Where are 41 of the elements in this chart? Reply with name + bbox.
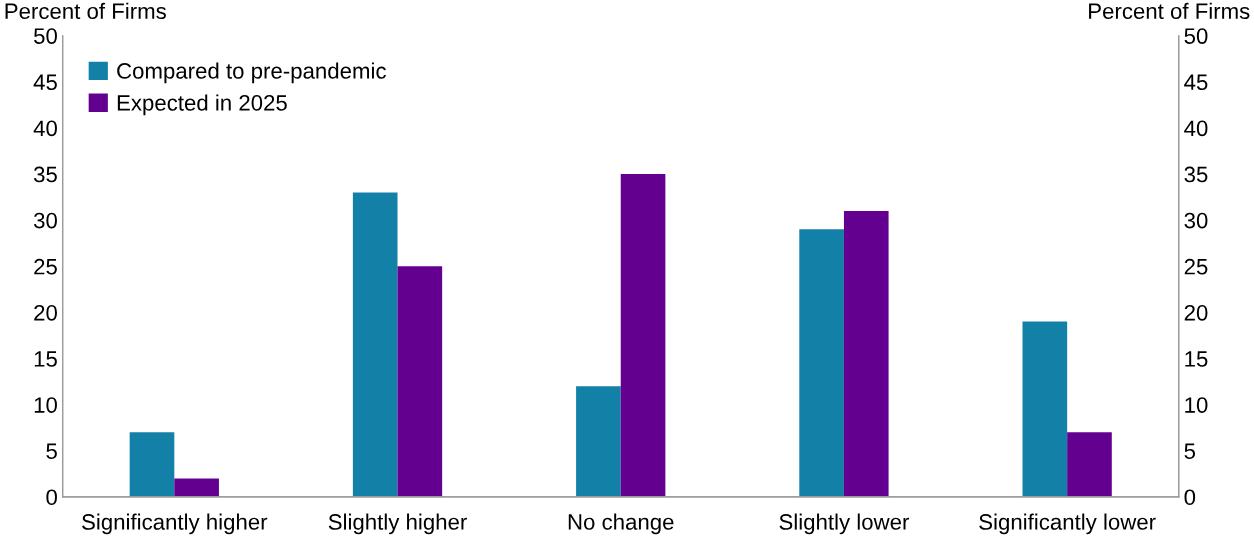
y-tick-label: 40: [33, 120, 57, 137]
y-tick-label: 10: [34, 397, 57, 413]
y-tick-label: 5: [46, 443, 57, 459]
x-tick-label: Significantly higher: [82, 513, 268, 535]
y2-tick-label: 5: [1184, 443, 1196, 459]
bar: [799, 229, 844, 497]
x-tick-label: Significantly lower: [979, 513, 1156, 535]
bar: [129, 432, 175, 497]
y-tick-label: 0: [46, 489, 57, 506]
bar: [576, 386, 621, 497]
bar: [174, 478, 219, 497]
x-tick-label: Slightly lower: [779, 513, 910, 535]
x-tick-label: No change: [568, 513, 674, 535]
y-tick-label: 35: [33, 166, 57, 183]
legend-label: Expected in 2025: [117, 94, 287, 116]
y2-axis-title: Percent of Firms: [1089, 2, 1250, 20]
y-tick-label: 15: [34, 351, 57, 367]
bar: [1067, 432, 1112, 497]
y-axis-title: Percent of Firms: [5, 2, 166, 20]
y2-tick-label: 25: [1184, 258, 1208, 275]
y2-tick-label: 20: [1184, 304, 1208, 321]
y-tick-label: 30: [33, 212, 57, 229]
y-tick-label: 50: [34, 28, 57, 44]
y-tick-label: 20: [34, 304, 57, 321]
y2-tick-label: 30: [1184, 212, 1208, 229]
legend-label: Compared to pre-pandemic: [117, 62, 386, 84]
y2-tick-label: 35: [1184, 166, 1208, 183]
y-tick-label: 25: [34, 258, 57, 275]
bar: [843, 210, 889, 497]
x-tick-label: Slightly higher: [328, 513, 467, 535]
y2-tick-label: 50: [1184, 28, 1208, 44]
y2-tick-label: 45: [1184, 74, 1208, 91]
y2-tick-label: 40: [1184, 120, 1208, 137]
y2-tick-label: 10: [1185, 397, 1208, 413]
bar: [1022, 321, 1068, 497]
y2-tick-label: 0: [1184, 489, 1196, 506]
bar: [352, 192, 398, 497]
bar: [397, 266, 443, 497]
y-tick-label: 45: [33, 74, 57, 91]
y2-tick-label: 15: [1185, 351, 1208, 367]
bar: [620, 174, 666, 497]
